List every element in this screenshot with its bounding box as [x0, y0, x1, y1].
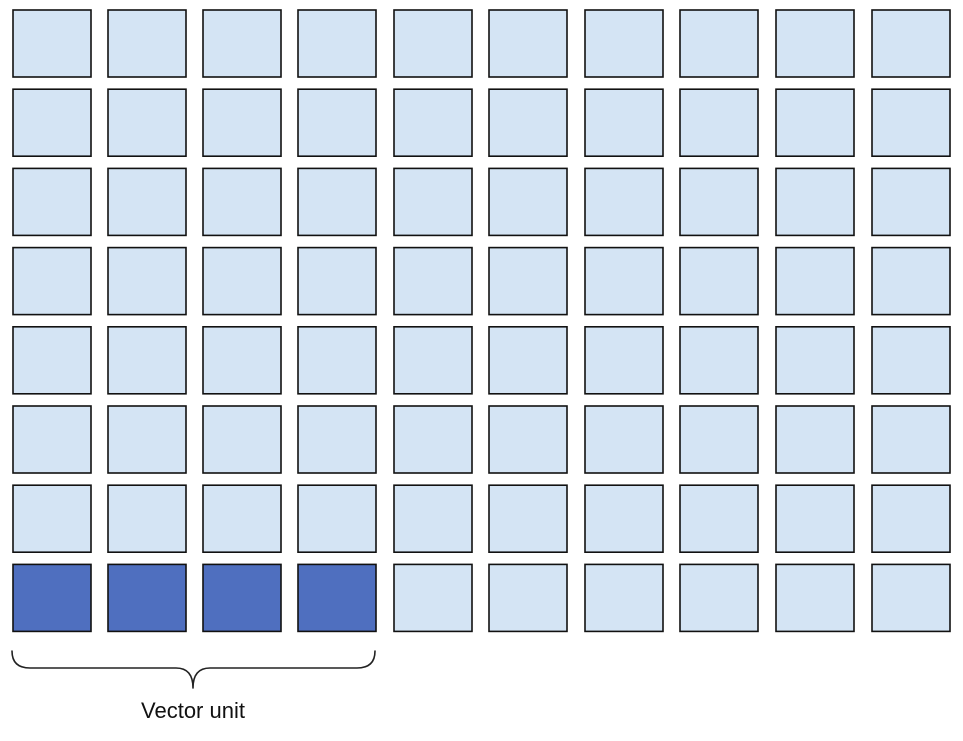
- grid-cell: [107, 246, 187, 316]
- grid-cell: [393, 484, 473, 554]
- grid-cell: [679, 405, 759, 474]
- grid-cell: [393, 563, 473, 633]
- grid-cell: [107, 405, 187, 474]
- grid-cell: [488, 88, 568, 157]
- grid-cell: [393, 405, 473, 474]
- grid-cell: [393, 88, 473, 157]
- grid-cells: [12, 9, 951, 633]
- grid-cell: [12, 246, 92, 316]
- grid-cell: [679, 167, 759, 237]
- grid-cell: [584, 484, 664, 554]
- grid-cell: [12, 9, 92, 78]
- grid-cell: [584, 246, 664, 316]
- grid-cell: [297, 325, 377, 395]
- grid-cell: [775, 88, 855, 157]
- grid-cell: [679, 9, 759, 78]
- grid-cell: [393, 167, 473, 237]
- grid-cell: [871, 246, 951, 316]
- grid-cell: [107, 9, 187, 78]
- grid-cell: [488, 325, 568, 395]
- grid-cell: [202, 246, 282, 316]
- grid-cell: [871, 405, 951, 474]
- grid-cell: [584, 405, 664, 474]
- grid-cell: [871, 88, 951, 157]
- grid-cell: [488, 563, 568, 633]
- grid-cell: [297, 9, 377, 78]
- grid-cell: [393, 9, 473, 78]
- grid-cell: [107, 325, 187, 395]
- grid-cell: [775, 246, 855, 316]
- grid-cell: [297, 484, 377, 554]
- grid-cell: [12, 484, 92, 554]
- grid-cell: [202, 405, 282, 474]
- grid-cell: [488, 484, 568, 554]
- vector-unit-label: Vector unit: [141, 698, 245, 723]
- grid-cell: [679, 484, 759, 554]
- vector-unit-cell: [202, 563, 282, 633]
- grid-cell: [775, 484, 855, 554]
- grid-cell: [584, 9, 664, 78]
- grid-cell: [871, 9, 951, 78]
- grid-cell: [297, 246, 377, 316]
- grid-cell: [871, 325, 951, 395]
- grid-cell: [679, 88, 759, 157]
- grid-cell: [775, 9, 855, 78]
- vector-unit-cell: [297, 563, 377, 633]
- grid-cell: [202, 88, 282, 157]
- grid-cell: [584, 325, 664, 395]
- grid-cell: [871, 484, 951, 554]
- grid-cell: [871, 167, 951, 237]
- grid-cell: [107, 484, 187, 554]
- vector-unit-cell: [12, 563, 92, 633]
- grid-cell: [202, 9, 282, 78]
- grid-cell: [584, 563, 664, 633]
- grid-cell: [488, 9, 568, 78]
- grid-cell: [393, 246, 473, 316]
- grid-cell: [679, 563, 759, 633]
- grid-cell: [107, 88, 187, 157]
- grid-cell: [488, 167, 568, 237]
- grid-cell: [12, 88, 92, 157]
- grid-cell: [679, 325, 759, 395]
- grid-cell: [297, 405, 377, 474]
- grid-cell: [297, 88, 377, 157]
- grid-cell: [12, 325, 92, 395]
- grid-cell: [679, 246, 759, 316]
- grid-cell: [775, 405, 855, 474]
- grid-cell: [775, 167, 855, 237]
- grid-cell: [107, 167, 187, 237]
- grid-cell: [488, 405, 568, 474]
- grid-cell: [584, 88, 664, 157]
- grid-cell: [871, 563, 951, 633]
- grid-cell: [775, 563, 855, 633]
- vector-unit-brace: [11, 650, 376, 689]
- grid-cell: [202, 167, 282, 237]
- grid-cell: [584, 167, 664, 237]
- grid-cell: [488, 246, 568, 316]
- grid-cell: [775, 325, 855, 395]
- vector-unit-cell: [107, 563, 187, 633]
- grid-cell: [202, 484, 282, 554]
- grid-cell: [202, 325, 282, 395]
- grid-cell: [297, 167, 377, 237]
- grid-cell: [12, 405, 92, 474]
- grid-cell: [393, 325, 473, 395]
- grid-cell: [12, 167, 92, 237]
